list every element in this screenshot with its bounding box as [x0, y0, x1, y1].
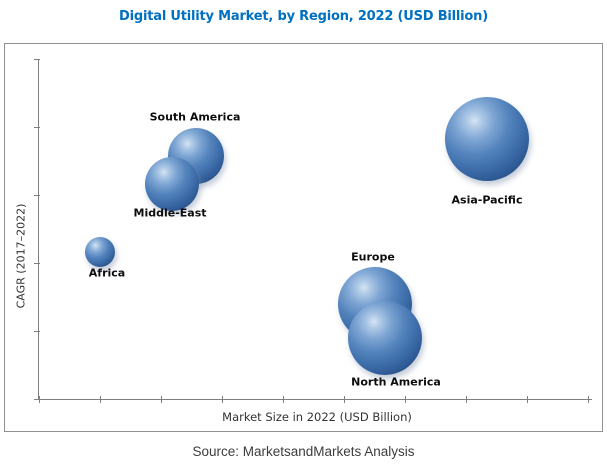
- x-axis-tick: [405, 396, 406, 403]
- x-axis-tick: [161, 396, 162, 403]
- x-axis-tick: [283, 396, 284, 403]
- y-axis-tick: [34, 399, 40, 400]
- x-axis-label: Market Size in 2022 (USD Billion): [222, 410, 412, 424]
- y-axis-line: [38, 59, 39, 399]
- x-axis-tick: [527, 396, 528, 403]
- y-axis-tick: [34, 195, 40, 196]
- x-axis-tick: [39, 396, 40, 403]
- y-axis-label: CAGR (2017–2022): [14, 203, 28, 309]
- x-axis-tick: [100, 396, 101, 403]
- x-axis-tick: [344, 396, 345, 403]
- y-axis-tick: [34, 59, 40, 60]
- x-axis-line: [39, 399, 592, 400]
- x-axis-tick: [466, 396, 467, 403]
- y-axis-tick: [34, 263, 40, 264]
- y-axis-tick: [34, 127, 40, 128]
- chart-title: Digital Utility Market, by Region, 2022 …: [119, 9, 488, 24]
- x-axis-tick: [588, 396, 589, 403]
- plot-area: CAGR (2017–2022) Market Size in 2022 (US…: [4, 43, 603, 432]
- source-note: Source: MarketsandMarkets Analysis: [192, 444, 415, 459]
- y-axis-tick: [34, 331, 40, 332]
- x-axis-tick: [222, 396, 223, 403]
